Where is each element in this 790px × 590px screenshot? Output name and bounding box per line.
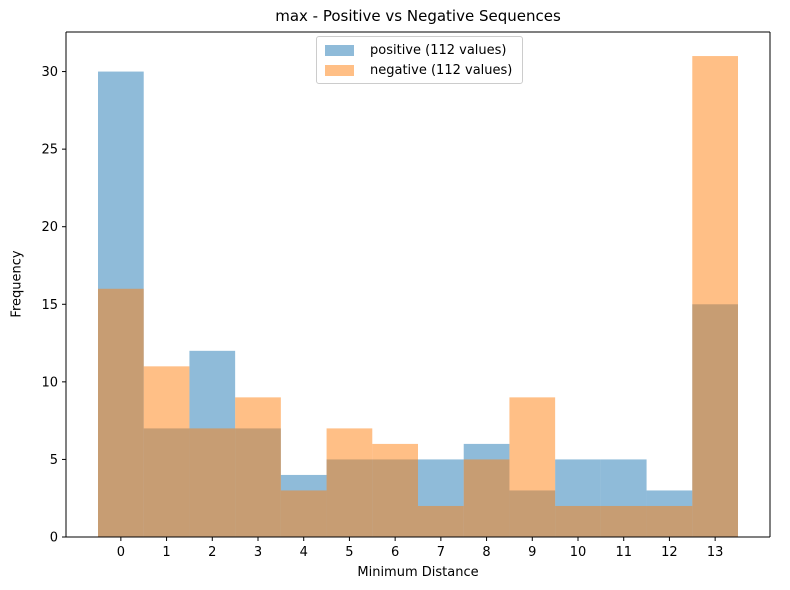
x-tick-label-11: 11 bbox=[615, 545, 632, 560]
legend-swatch-negative bbox=[325, 64, 354, 76]
bar-negative-12 bbox=[646, 505, 693, 537]
bar-negative-8 bbox=[463, 459, 510, 537]
bar-negative-4 bbox=[280, 490, 327, 537]
bar-negative-11 bbox=[600, 505, 647, 537]
bar-negative-7 bbox=[418, 505, 464, 537]
legend-item-negative: negative (112 values) bbox=[325, 62, 512, 78]
legend-label-positive: positive (112 values) bbox=[370, 42, 507, 58]
bar-negative-13 bbox=[692, 56, 738, 538]
x-tick-label-7: 7 bbox=[437, 545, 445, 560]
chart-title: max - Positive vs Negative Sequences bbox=[275, 7, 561, 25]
legend: positive (112 values) negative (112 valu… bbox=[316, 36, 523, 84]
bar-negative-10 bbox=[555, 505, 601, 537]
x-tick-label-1: 1 bbox=[162, 545, 170, 560]
y-axis-label: Frequency bbox=[9, 250, 25, 318]
x-tick-label-8: 8 bbox=[482, 545, 490, 560]
x-tick-label-10: 10 bbox=[570, 545, 587, 560]
x-tick-label-2: 2 bbox=[208, 545, 216, 560]
x-tick-label-5: 5 bbox=[345, 545, 353, 560]
bar-negative-0 bbox=[98, 288, 144, 537]
y-tick-label-15: 15 bbox=[41, 298, 58, 313]
x-tick-label-4: 4 bbox=[300, 545, 308, 560]
y-tick-label-0: 0 bbox=[50, 531, 58, 546]
x-tick-label-0: 0 bbox=[117, 545, 125, 560]
y-tick-label-20: 20 bbox=[41, 220, 58, 235]
x-tick-label-9: 9 bbox=[528, 545, 536, 560]
x-tick-label-3: 3 bbox=[254, 545, 262, 560]
bar-negative-1 bbox=[143, 366, 190, 537]
legend-item-positive: positive (112 values) bbox=[325, 42, 507, 58]
bar-negative-5 bbox=[326, 428, 373, 537]
bar-negative-3 bbox=[235, 397, 281, 537]
x-tick-label-12: 12 bbox=[661, 545, 678, 560]
legend-swatch-positive bbox=[325, 44, 354, 56]
bar-negative-9 bbox=[509, 397, 556, 537]
x-tick-label-6: 6 bbox=[391, 545, 399, 560]
x-axis-label: Minimum Distance bbox=[357, 565, 479, 580]
y-tick-label-25: 25 bbox=[41, 143, 58, 158]
y-tick-label-10: 10 bbox=[41, 375, 58, 390]
y-tick-label-30: 30 bbox=[41, 65, 58, 80]
bar-negative-6 bbox=[372, 443, 418, 537]
legend-label-negative: negative (112 values) bbox=[370, 62, 513, 78]
bar-negative-2 bbox=[189, 428, 236, 537]
y-tick-label-5: 5 bbox=[50, 453, 58, 468]
x-tick-label-13: 13 bbox=[707, 545, 724, 560]
